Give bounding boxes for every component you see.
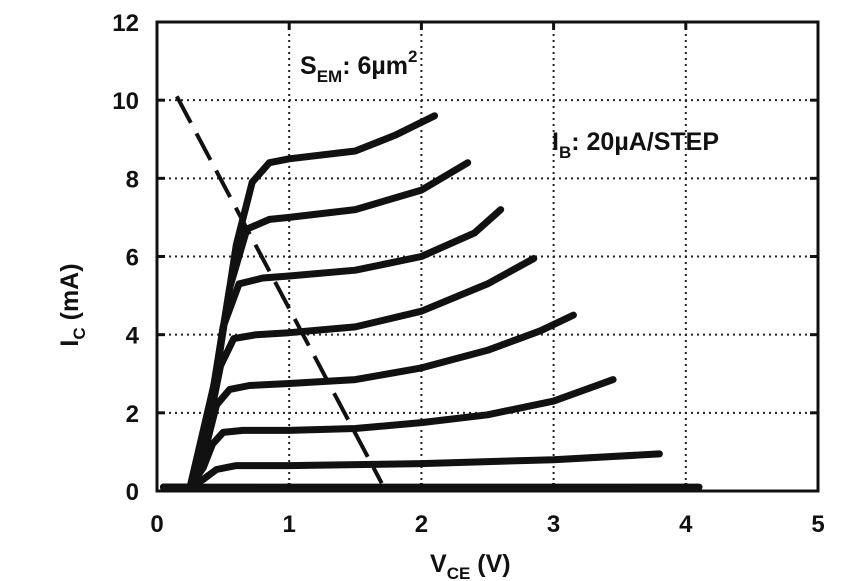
x-axis-label: VCE (V) [430,550,511,581]
x-axis-label-sub: CE [447,564,471,581]
y-axis-label: IC (mA) [56,263,89,346]
emitter-area-main: S [300,52,317,80]
x-tick-label-5: 5 [811,511,824,538]
load-line [175,95,384,485]
emitter-area-sup: 2 [408,47,417,66]
base-step-sub: B [559,143,571,162]
base-current-step-annotation: IB: 20µA/STEP [552,128,719,162]
series-layer [160,95,703,491]
y-tick-labels: 0 2 4 6 8 10 12 [112,10,139,506]
y-axis-label-sub: C [70,327,89,339]
base-step-main: I [552,128,559,156]
y-axis-label-rest: (mA) [56,263,84,327]
x-tick-label-1: 1 [283,511,296,538]
x-tick-label-2: 2 [415,511,428,538]
ic-curve-1 [160,450,663,491]
grid-layer [157,22,818,491]
y-tick-label-12: 12 [112,10,139,37]
emitter-area-sub: EM [317,67,343,86]
x-axis-label-rest: (V) [470,550,510,578]
base-step-rest: : 20µA/STEP [571,128,719,156]
x-tick-label-4: 4 [679,511,693,538]
y-tick-label-10: 10 [112,88,139,115]
y-axis-label-main: I [56,340,84,347]
x-tick-label-0: 0 [150,511,163,538]
y-tick-label-2: 2 [126,401,139,428]
x-tick-label-3: 3 [547,511,560,538]
y-tick-label-0: 0 [126,479,139,506]
x-axis-label-main: V [430,550,447,578]
emitter-area-rest: : 6µm [342,52,408,80]
ic-curve-7 [160,112,439,491]
y-tick-label-4: 4 [126,323,140,350]
x-tick-labels: 0 1 2 3 4 5 [150,511,824,538]
y-tick-label-6: 6 [126,245,139,272]
ic-curve-2 [160,376,617,491]
y-tick-label-8: 8 [126,166,139,193]
emitter-area-annotation: SEM: 6µm2 [300,47,417,86]
